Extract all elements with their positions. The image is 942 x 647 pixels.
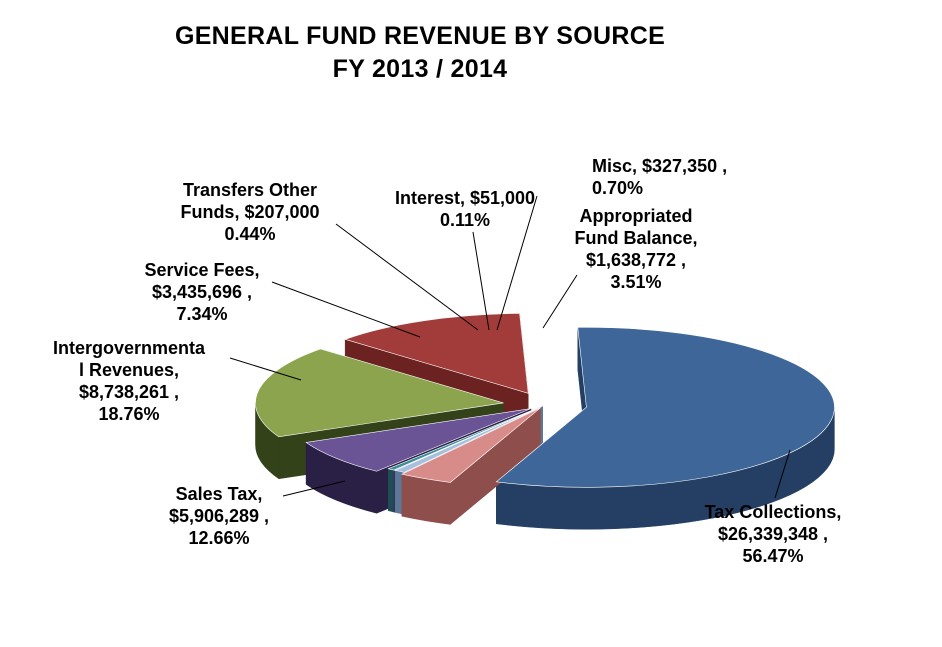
slice-label-line: Transfers Other bbox=[183, 180, 317, 200]
pie-labels: Tax Collections, $26,339,348 , 56.47% Appro… bbox=[53, 156, 841, 566]
leader-line-service bbox=[271, 281, 421, 338]
chart-title: GENERAL FUND REVENUE BY SOURCE bbox=[174, 22, 666, 50]
slice-label-transfers: Transfers Other Funds, $207,000 0.44% bbox=[180, 180, 319, 244]
slice-label-line: Intergovernmenta bbox=[53, 338, 206, 358]
leader-line-tax bbox=[774, 449, 791, 499]
leader-line-interest bbox=[472, 231, 490, 331]
slice-label-sales: Sales Tax, $5,906,289 , 12.66% bbox=[169, 484, 269, 548]
pie-slice-service bbox=[305, 408, 531, 472]
slice-rim-transfers bbox=[388, 468, 395, 513]
slice-rim-approp bbox=[401, 473, 451, 525]
slice-label-line: Funds, $207,000 bbox=[180, 202, 319, 222]
slice-label-interest: Interest, $51,000 0.11% bbox=[395, 188, 535, 230]
slice-label-tax: Tax Collections, $26,339,348 , 56.47% bbox=[705, 502, 842, 566]
leader-line-misc bbox=[496, 195, 538, 331]
pie-slice-sales bbox=[344, 313, 529, 394]
slice-label-misc: Misc, $327,350 , 0.70% bbox=[592, 156, 727, 198]
slice-label-intergov: Intergovernmenta l Revenues, $8,738,261 ,1… bbox=[53, 338, 206, 424]
leader-line-intergov bbox=[229, 357, 302, 381]
slice-label-line: Appropriated bbox=[579, 206, 692, 226]
leader-line-sales bbox=[282, 480, 346, 497]
slice-label-line: Fund Balance, bbox=[574, 228, 697, 248]
slice-rim-interest bbox=[393, 469, 396, 513]
slice-label-line: 18.76% bbox=[98, 404, 159, 424]
slice-label-line: Misc, $327,350 , bbox=[592, 156, 727, 176]
slice-label-line: 0.11% bbox=[440, 210, 490, 230]
slice-label-line: $26,339,348 , bbox=[718, 524, 828, 544]
slice-label-line: 0.70% bbox=[592, 178, 643, 198]
slice-label-approp: Appropriated Fund Balance, $1,638,772 , 3.5… bbox=[574, 206, 697, 292]
chart-subtitle: FY 2013 / 2014 bbox=[332, 55, 508, 83]
slice-label-service: Service Fees, $3,435,696 , 7.34% bbox=[144, 260, 259, 324]
slice-label-line: 0.44% bbox=[224, 224, 275, 244]
pie-slice-approp bbox=[400, 407, 541, 483]
pie-slice-intergov bbox=[255, 348, 504, 438]
pie-slice-transfers bbox=[387, 405, 543, 471]
pie-tops bbox=[255, 313, 835, 488]
slice-label-line: Interest, $51,000 bbox=[395, 188, 535, 208]
slice-label-line: 56.47% bbox=[742, 546, 803, 566]
slice-label-line: Sales Tax, bbox=[176, 484, 263, 504]
slice-label-line: l Revenues, bbox=[79, 360, 179, 380]
slice-label-line: 12.66% bbox=[188, 528, 249, 548]
slice-label-line: $1,638,772 , bbox=[586, 250, 686, 270]
pie-slice-tax bbox=[495, 326, 835, 488]
slice-label-line: $8,738,261 , bbox=[79, 382, 179, 402]
leader-line-approp bbox=[542, 274, 578, 329]
slice-label-line: 3.51% bbox=[610, 272, 661, 292]
leader-line-transfers bbox=[335, 223, 479, 331]
slice-label-line: Tax Collections, bbox=[705, 502, 842, 522]
slice-label-line: $3,435,696 , bbox=[152, 282, 252, 302]
slice-label-line: 7.34% bbox=[176, 304, 227, 324]
slice-label-line: $5,906,289 , bbox=[169, 506, 269, 526]
slice-label-line: Service Fees, bbox=[144, 260, 259, 280]
chart-title-block: GENERAL FUND REVENUE BY SOURCE FY 2013 /… bbox=[120, 20, 720, 86]
